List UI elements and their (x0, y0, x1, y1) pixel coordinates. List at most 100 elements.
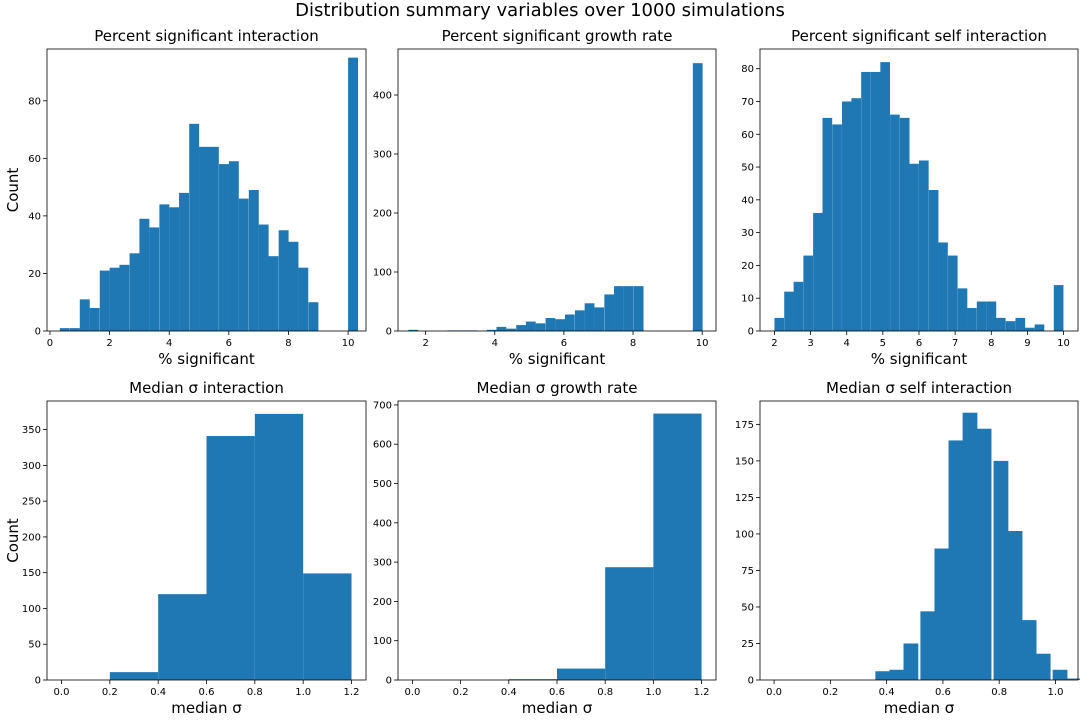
x-tick-label: 4 (166, 338, 172, 349)
y-tick-label: 25 (741, 639, 754, 650)
histogram-bar (793, 281, 804, 331)
histogram-bar (784, 291, 794, 331)
histogram-bar (408, 329, 419, 331)
histogram-bar (986, 301, 997, 331)
histogram-bar (298, 267, 309, 331)
y-tick-label: 20 (28, 269, 41, 280)
histogram-bar (159, 204, 170, 331)
histogram-bar (109, 267, 120, 331)
axes-frame (397, 48, 717, 332)
y-tick-label: 400 (373, 91, 392, 102)
y-tick-label: 40 (28, 211, 41, 222)
histogram-bar (870, 71, 881, 331)
histogram-1: 0 2 4 6 8 10 0 20 40 60 80 Percent significant inte… (4, 27, 367, 368)
histogram-bar (1035, 653, 1051, 680)
x-tick-label: 8 (630, 338, 636, 349)
y-tick-label: 300 (373, 558, 392, 569)
x-tick-label: 5 (880, 338, 886, 349)
y-tick-label: 60 (741, 130, 754, 141)
histogram-bar (962, 412, 978, 680)
x-axis-label: median σ (884, 699, 955, 717)
histogram-bar (179, 192, 189, 331)
histogram-bar (920, 611, 936, 680)
histogram-bar (967, 308, 977, 331)
y-tick-label: 400 (373, 518, 392, 529)
histogram-bar (557, 668, 606, 680)
y-tick-label: 250 (22, 497, 41, 508)
x-tick-label: 0.2 (822, 687, 838, 698)
histogram-bar (957, 288, 968, 331)
x-tick-label: 2 (771, 338, 777, 349)
histogram-bar (899, 117, 910, 331)
histogram-bar (69, 328, 80, 331)
x-tick-label: 9 (1024, 338, 1030, 349)
y-axis-label: Count (4, 168, 22, 213)
histogram-bar (1021, 620, 1037, 680)
histogram-bar (208, 146, 219, 331)
histogram-bar (594, 307, 605, 331)
histogram-bar (348, 57, 359, 331)
subplot-title: Median σ growth rate (476, 379, 637, 397)
histogram-bar (1005, 321, 1016, 331)
histogram-bar (938, 242, 948, 331)
x-tick-label: 0.2 (453, 687, 469, 698)
histogram-bar (633, 286, 644, 331)
histogram-bar (564, 314, 575, 331)
x-axis-label: median σ (171, 699, 242, 717)
y-tick-label: 150 (735, 456, 754, 467)
histogram-bar (822, 117, 833, 331)
histogram-bar (525, 321, 536, 331)
x-tick-label: 4 (492, 338, 498, 349)
y-tick-label: 80 (741, 64, 754, 75)
histogram-bar (535, 323, 546, 331)
y-tick-label: 50 (28, 640, 41, 651)
histogram-bar (1053, 285, 1064, 331)
y-tick-label: 100 (22, 604, 41, 615)
histogram-4: 0.0 0.2 0.4 0.6 0.8 1.0 1.2 0 50 100 150 200 250 300 3… (4, 379, 367, 717)
x-tick-label: 0.4 (501, 687, 517, 698)
histogram-bar (545, 318, 556, 331)
histogram-bar (248, 190, 259, 331)
histogram-bar (189, 123, 200, 331)
y-tick-label: 100 (735, 529, 754, 540)
histogram-bar (653, 413, 702, 680)
histogram-bar (605, 567, 654, 680)
histogram-bar (506, 328, 516, 331)
y-tick-label: 200 (373, 597, 392, 608)
histogram-bar (813, 212, 823, 331)
y-tick-label: 100 (373, 268, 392, 279)
histogram-bar (99, 270, 110, 331)
x-tick-label: 10 (342, 338, 355, 349)
axes-frame (46, 48, 367, 332)
x-tick-label: 1.0 (1048, 687, 1064, 698)
subplot-title: Median σ interaction (129, 379, 284, 397)
histogram-6: 0.0 0.2 0.4 0.6 0.8 1.0 0 25 50 75 100 125 150 175 Med… (735, 379, 1080, 717)
histogram-5: 0.0 0.2 0.4 0.6 0.8 1.0 1.2 0 100 200 300 400 500 600… (373, 379, 717, 717)
x-tick-label: 1.0 (295, 687, 311, 698)
y-tick-label: 350 (22, 425, 41, 436)
histogram-bar (79, 299, 90, 331)
x-tick-label: 7 (952, 338, 958, 349)
histogram-bar (623, 286, 634, 331)
x-tick-label: 1.0 (645, 687, 661, 698)
histogram-bar (584, 303, 595, 331)
histogram-bar (976, 428, 992, 680)
x-tick-label: 0.0 (54, 687, 70, 698)
histogram-bar (890, 114, 900, 331)
histogram-bar (947, 255, 958, 331)
histogram-bar (574, 310, 585, 331)
x-tick-label: 0.6 (549, 687, 565, 698)
histogram-bar (169, 207, 180, 331)
y-tick-label: 125 (735, 493, 754, 504)
x-tick-label: 0.4 (150, 687, 166, 698)
y-tick-label: 0 (748, 676, 754, 687)
x-axis-label: % significant (509, 350, 606, 368)
y-tick-label: 300 (373, 150, 392, 161)
y-tick-label: 30 (741, 228, 754, 239)
x-axis-label: % significant (158, 350, 255, 368)
histogram-bar (919, 160, 929, 331)
y-tick-label: 10 (741, 294, 754, 305)
histogram-bar (614, 286, 624, 331)
y-tick-label: 0 (748, 327, 754, 338)
